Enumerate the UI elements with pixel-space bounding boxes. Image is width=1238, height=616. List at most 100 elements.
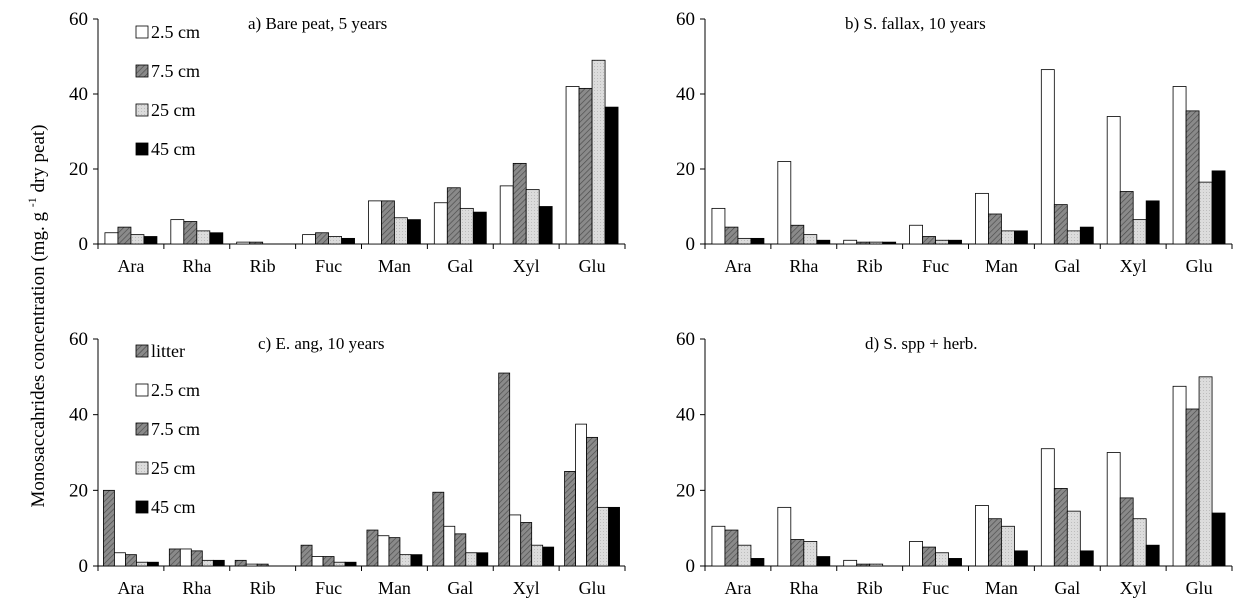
bar-7-5-cm-ara — [724, 529, 739, 567]
legend-label: 7.5 cm — [151, 419, 200, 439]
bar-25-cm-xyl — [1132, 518, 1147, 567]
bar-7-5-cm-ara — [125, 554, 137, 567]
bar-25-cm-fuc — [935, 552, 949, 567]
bar-2-5-cm-fuc — [909, 224, 923, 245]
y-tick-label: 60 — [69, 329, 88, 350]
bar-45-cm-rib — [882, 241, 897, 245]
legend-label: 45 cm — [151, 497, 196, 517]
bar-45-cm-man — [1014, 550, 1028, 567]
legend-swatch — [135, 500, 149, 514]
bar-25-cm-man — [1001, 525, 1015, 567]
bar-7-5-cm-gal — [1053, 204, 1068, 245]
bar-25-cm-glu — [1198, 181, 1213, 245]
category-label: Rib — [250, 256, 276, 276]
bar-2-5-cm-glu — [565, 86, 580, 245]
bar-25-cm-rha — [803, 234, 818, 245]
y-tick-label: 0 — [79, 234, 89, 255]
bar-25-cm-gal — [1066, 230, 1081, 245]
bar-7-5-cm-ara — [724, 226, 739, 245]
bar-25-cm-rha — [201, 559, 214, 567]
bar-25-cm-ara — [130, 234, 145, 245]
category-label: Fuc — [315, 578, 342, 598]
y-tick-label: 0 — [686, 556, 696, 577]
y-tick-label: 60 — [676, 9, 695, 30]
category-label: Rib — [857, 578, 883, 598]
legend: litter 2.5 cm 7.5 cm 25 cm 45 cm — [135, 341, 200, 517]
category-label: Fuc — [922, 256, 949, 276]
category-label: Man — [378, 256, 411, 276]
bar-2-5-cm-fuc — [302, 234, 316, 245]
bar-25-cm-ara — [737, 544, 752, 567]
bar-2-5-cm-glu — [1172, 86, 1187, 245]
legend-label: 45 cm — [151, 139, 196, 159]
bar-2-5-cm-ara — [711, 207, 726, 245]
category-label: Ara — [117, 256, 144, 276]
bar-25-cm-xyl — [531, 544, 544, 567]
panel-c: 0 20 40 60 Ara Rha Rib Fuc Man Gal Xyl Glu c) E. ang… — [69, 329, 626, 598]
bar-45-cm-gal — [1079, 550, 1094, 567]
bar-25-cm-xyl — [525, 189, 540, 245]
bar-7-5-cm-rha — [790, 539, 805, 567]
legend-swatch — [135, 25, 149, 39]
y-tick-label: 40 — [69, 84, 88, 105]
category-label: Fuc — [315, 256, 342, 276]
bar-2-5-cm-xyl — [509, 514, 522, 567]
legend-swatch — [135, 383, 149, 397]
bar-litter-glu — [564, 471, 576, 567]
bar-litter-ara — [103, 489, 115, 567]
category-label: Rib — [250, 578, 276, 598]
bar-25-cm-glu — [597, 506, 609, 567]
bar-2-5-cm-rib — [245, 563, 258, 567]
legend-label: litter — [151, 341, 185, 361]
bar-7-5-cm-xyl — [512, 162, 527, 245]
legend-swatch — [135, 344, 149, 358]
y-tick-label: 60 — [69, 9, 88, 30]
bar-2-5-cm-gal — [1040, 69, 1055, 245]
bar-2-5-cm-man — [975, 505, 989, 567]
bar-45-cm-ara — [143, 236, 158, 245]
bar-2-5-cm-xyl — [1106, 116, 1121, 245]
bar-7-5-cm-man — [388, 537, 401, 567]
bar-45-cm-xyl — [1145, 200, 1160, 245]
bar-7-5-cm-rib — [856, 563, 871, 567]
bar-7-5-cm-xyl — [1119, 497, 1134, 567]
category-label: Xyl — [1120, 256, 1147, 276]
bar-45-cm-glu — [1211, 512, 1226, 567]
bar-25-cm-ara — [737, 237, 752, 245]
bar-25-cm-gal — [459, 207, 474, 245]
bar-7-5-cm-gal — [446, 187, 461, 245]
category-label: Rha — [789, 578, 818, 598]
bar-45-cm-glu — [608, 506, 620, 567]
category-label: Rha — [182, 256, 211, 276]
legend-label: 25 cm — [151, 100, 196, 120]
bar-25-cm-rha — [196, 230, 211, 245]
bar-2-5-cm-gal — [433, 202, 448, 245]
category-label: Xyl — [1120, 578, 1147, 598]
bar-litter-man — [366, 529, 379, 567]
bar-7-5-cm-fuc — [322, 556, 335, 567]
y-tick-label: 20 — [69, 480, 88, 501]
legend-label: 2.5 cm — [151, 380, 200, 400]
category-label: Gal — [447, 256, 473, 276]
category-label: Ara — [724, 578, 751, 598]
panel-a: 0 20 40 60 Ara Rha Rib Fuc Man Gal Xyl Glu a) Bare p… — [69, 9, 626, 276]
bar-2-5-cm-rib — [843, 559, 858, 567]
legend-label: 2.5 cm — [151, 22, 200, 42]
bar-7-5-cm-man — [988, 213, 1002, 245]
bar-45-cm-fuc — [948, 239, 962, 245]
category-label: Rha — [789, 256, 818, 276]
bar-7-5-cm-xyl — [520, 522, 533, 567]
panel-title: c) E. ang, 10 years — [258, 334, 385, 353]
bar-25-cm-gal — [1066, 510, 1081, 567]
bar-2-5-cm-rib — [843, 239, 858, 245]
y-tick-label: 40 — [676, 405, 695, 426]
bar-45-cm-xyl — [542, 546, 555, 567]
bar-45-cm-glu — [604, 106, 619, 245]
bar-7-5-cm-glu — [578, 87, 593, 245]
bar-2-5-cm-rib — [236, 241, 251, 245]
bar-45-cm-man — [1014, 230, 1028, 245]
bar-2-5-cm-man — [368, 200, 382, 245]
bar-litter-rha — [168, 548, 181, 567]
bar-7-5-cm-rib — [249, 241, 264, 245]
